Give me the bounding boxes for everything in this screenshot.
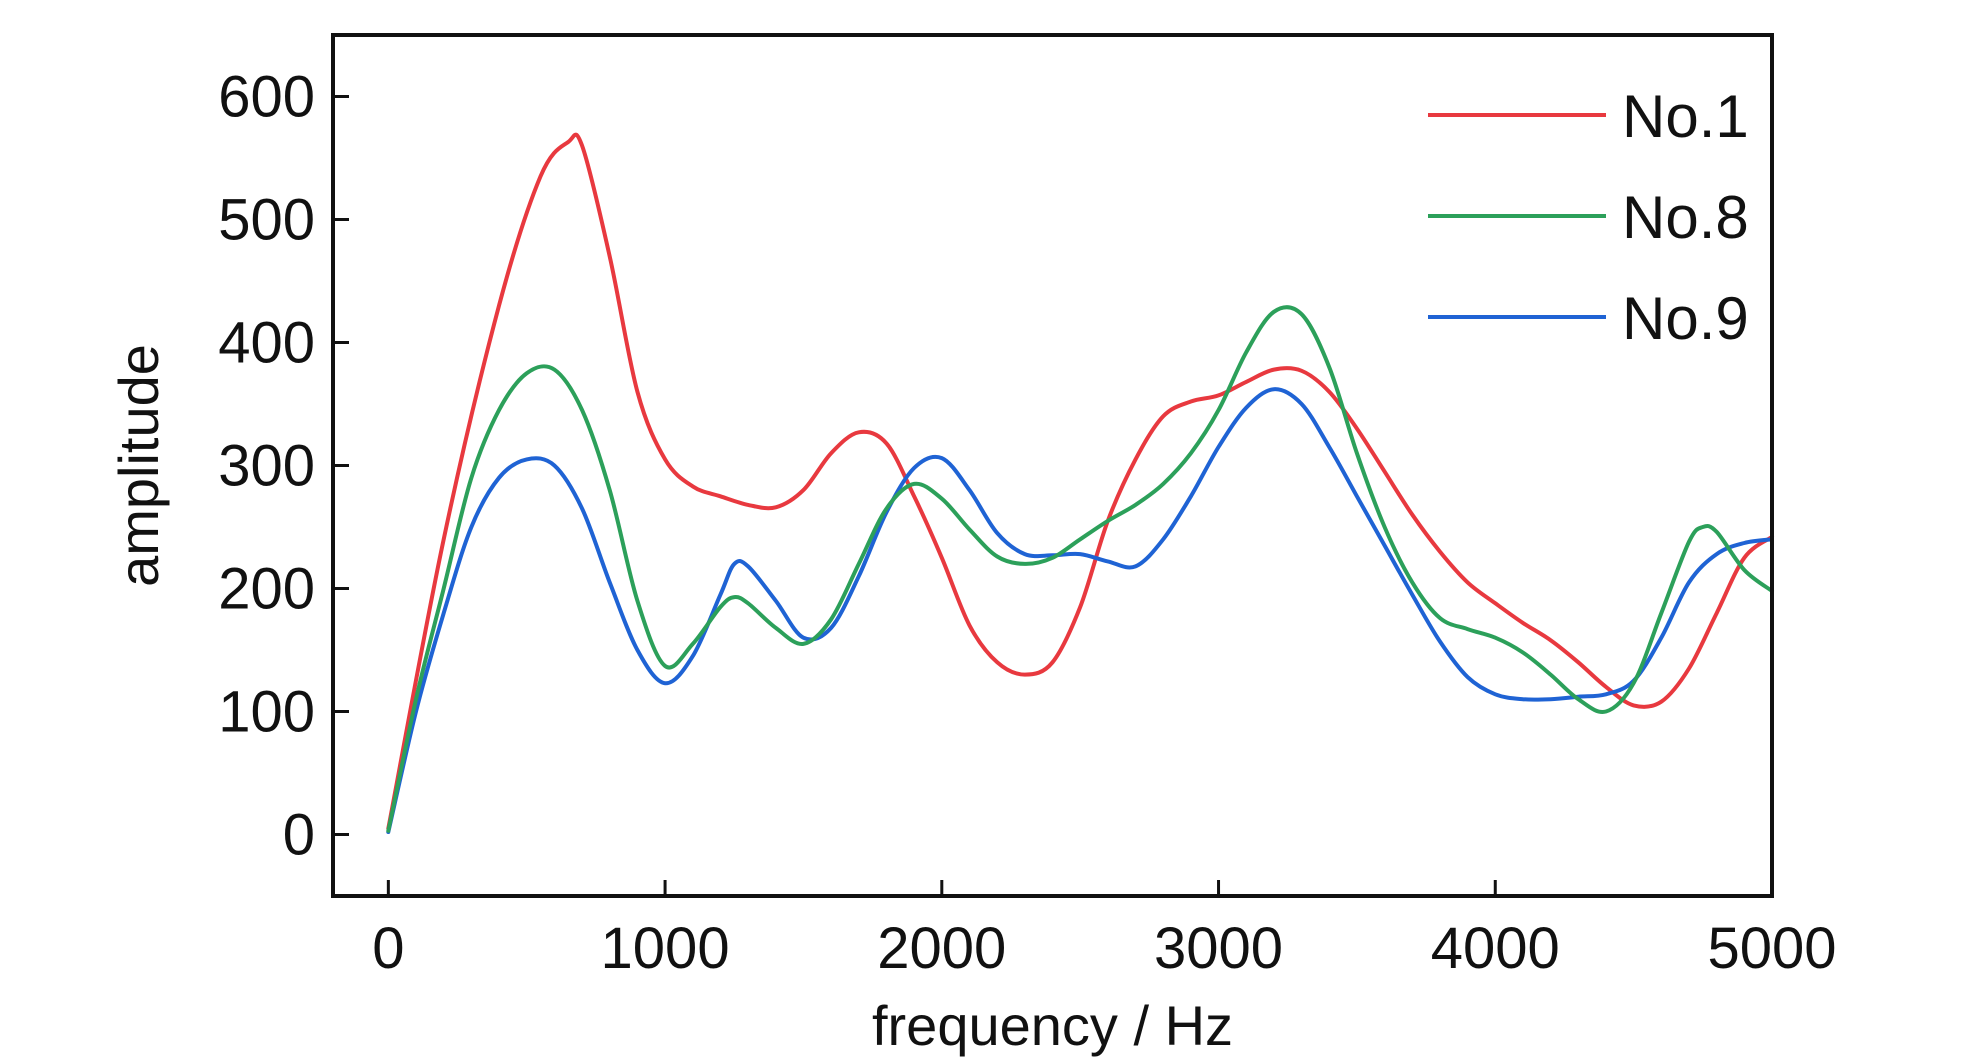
axes-layer: 0 1000 2000 3000 4000 5000 0 100 200 300 400 500 600 (218, 65, 1836, 982)
y-tick-label: 600 (218, 65, 315, 130)
y-tick-label: 500 (218, 188, 315, 253)
x-tick-label: 2000 (877, 916, 1006, 981)
legend-label: No.1 (1622, 83, 1749, 150)
y-tick-label: 300 (218, 434, 315, 499)
y-tick-label: 400 (218, 311, 315, 376)
x-tick-label: 0 (372, 916, 404, 981)
y-tick-label: 200 (218, 557, 315, 622)
series-layer (386, 132, 1774, 834)
x-tick-label: 4000 (1431, 916, 1560, 981)
x-tick-label: 3000 (1154, 916, 1283, 981)
plot-frame (331, 33, 1774, 898)
legend-label: No.8 (1622, 184, 1749, 251)
x-tick-label: 1000 (601, 916, 730, 981)
x-tick-label: 5000 (1707, 916, 1836, 981)
series-line-no-1 (386, 132, 1774, 831)
legend-label: No.9 (1622, 285, 1749, 352)
series-line-no-9 (386, 387, 1774, 834)
y-axis-label: amplitude (107, 344, 170, 587)
y-tick-label: 0 (283, 803, 315, 868)
x-axis-label: frequency / Hz (872, 994, 1233, 1057)
y-tick-label: 100 (218, 680, 315, 745)
series-line-no-8 (386, 305, 1774, 833)
legend: No.1 No.8 No.9 (1428, 83, 1749, 352)
